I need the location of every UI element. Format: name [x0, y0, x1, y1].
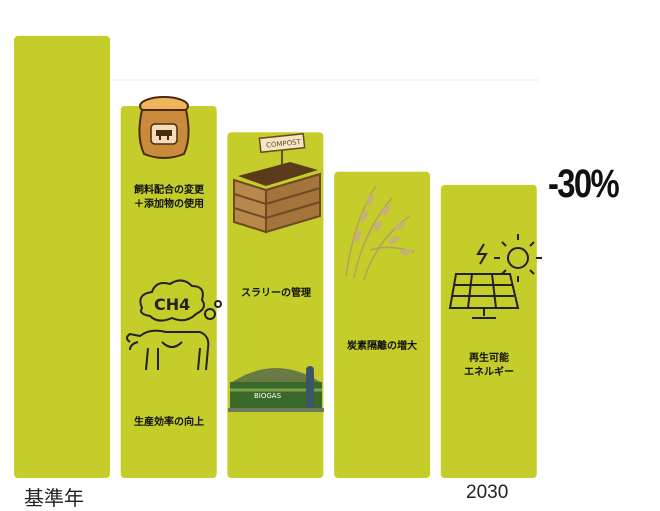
- svg-text:COMPOST: COMPOST: [266, 138, 302, 150]
- svg-text:CH4: CH4: [154, 295, 190, 314]
- bar-label-production-efficiency: 生産効率の向上: [134, 417, 204, 428]
- compost-box-icon: COMPOST: [233, 132, 321, 234]
- bar-1: [14, 35, 110, 479]
- bar-2: [120, 106, 217, 478]
- reduction-annotation: -30%: [548, 162, 620, 206]
- feed-sack-icon: [138, 96, 190, 159]
- x-tick-label-2030: 2030: [466, 482, 509, 503]
- bar-label-renewable-energy: 再生可能 エネルギー: [464, 353, 514, 378]
- methane-cow-icon: CH4: [126, 279, 222, 371]
- wheat-icon: [345, 185, 415, 281]
- x-tick-label-baseline: 基準年: [24, 486, 84, 510]
- bar-label-feed-change: 飼料配合の変更 ＋添加物の使用: [134, 185, 204, 210]
- bar-label-slurry-management: スラリーの管理: [241, 288, 311, 299]
- biogas-plant-icon: BIOGAS: [228, 366, 324, 412]
- bar-label-carbon-sequestration: 炭素隔離の増大: [347, 341, 417, 352]
- bar-4: [334, 171, 431, 478]
- bar-5: [440, 184, 537, 478]
- solar-panel-icon: [448, 234, 542, 319]
- svg-text:BIOGAS: BIOGAS: [254, 392, 282, 400]
